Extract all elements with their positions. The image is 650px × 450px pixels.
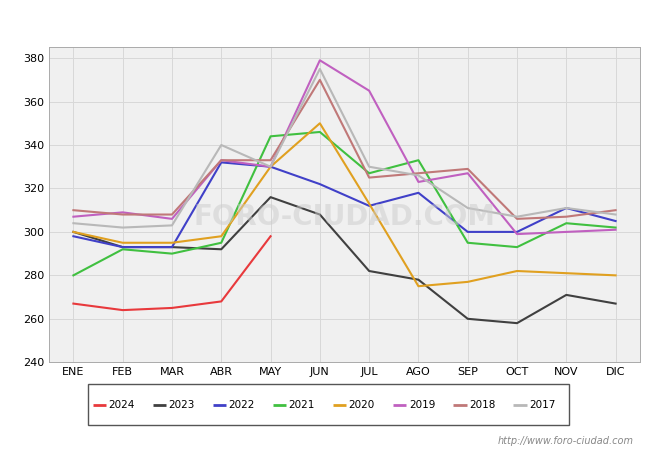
Text: 2024: 2024 [108, 400, 135, 410]
Text: 2018: 2018 [469, 400, 495, 410]
Text: 2019: 2019 [409, 400, 436, 410]
Text: 2022: 2022 [228, 400, 255, 410]
Text: http://www.foro-ciudad.com: http://www.foro-ciudad.com [498, 436, 634, 446]
Text: 2020: 2020 [348, 400, 375, 410]
Text: 2021: 2021 [289, 400, 315, 410]
Text: 2017: 2017 [529, 400, 556, 410]
Text: 2023: 2023 [168, 400, 195, 410]
Text: Afiliados en Benissanet a 31/5/2024: Afiliados en Benissanet a 31/5/2024 [176, 9, 474, 27]
Text: FORO-CIUDAD.COM: FORO-CIUDAD.COM [194, 203, 495, 231]
FancyBboxPatch shape [88, 384, 569, 425]
